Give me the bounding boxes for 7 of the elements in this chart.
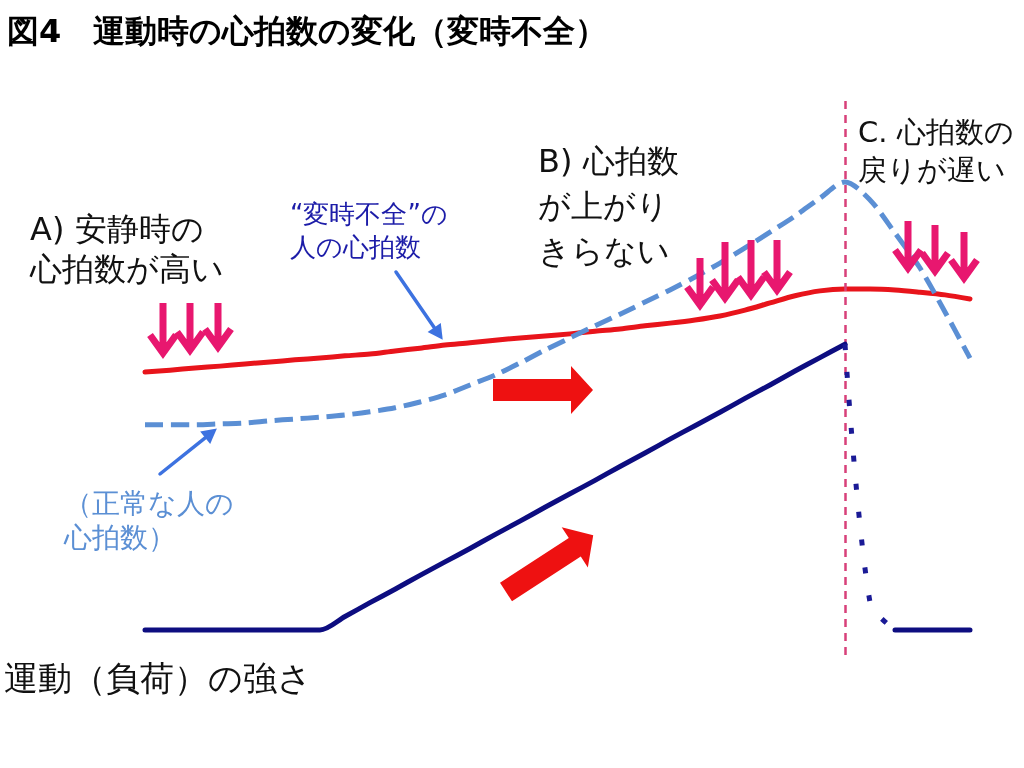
annotation: B) 心拍数が上がりきらない <box>538 141 680 272</box>
annotation: C. 心拍数の戻りが遅い <box>858 114 1015 189</box>
text: “変時不全”の人の心拍数 <box>290 198 449 264</box>
series-label: 運動（負荷）の強さ <box>4 658 312 698</box>
chart-title: 図4 運動時の心拍数の変化（変時不全） <box>7 12 608 50</box>
annotation: A) 安静時の心拍数が高い <box>30 209 225 289</box>
text: （正常な人の心拍数） <box>64 487 235 555</box>
